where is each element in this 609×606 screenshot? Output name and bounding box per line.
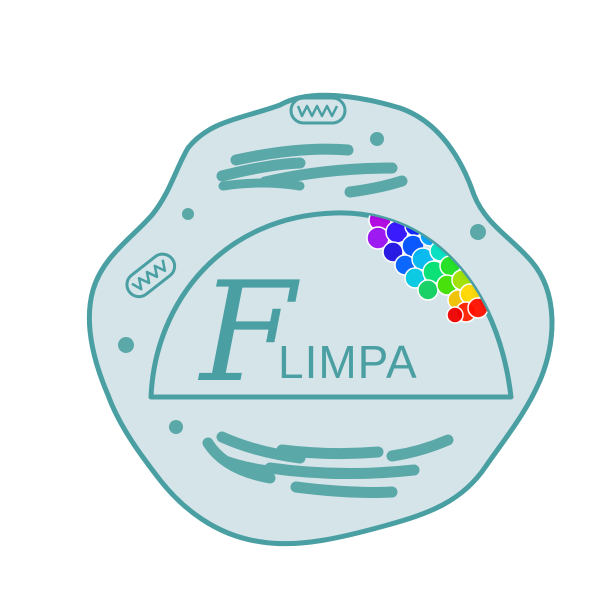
brand-letter: F: [197, 252, 300, 413]
vesicles: [118, 132, 486, 434]
upper-er-icon: [216, 143, 408, 198]
lower-er-icon: [202, 431, 454, 498]
mitochondrion-left-icon: [125, 252, 177, 299]
spectral-cluster-icon: [366, 212, 489, 324]
brand-word: LIMPA: [278, 336, 418, 388]
mitochondrion-top-icon: [289, 96, 347, 125]
